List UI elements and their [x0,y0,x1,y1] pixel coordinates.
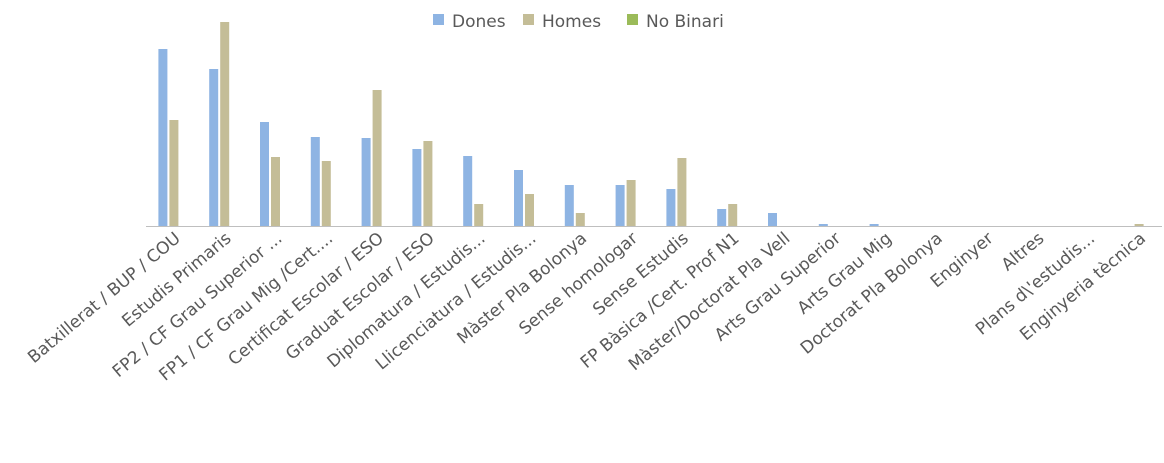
bar [372,90,382,226]
bar [1134,224,1144,226]
bar [677,158,687,226]
legend-label: No Binari [646,12,724,32]
bar [514,170,523,226]
bar [220,22,230,226]
bar [271,157,280,226]
bar [260,122,269,226]
bar [615,185,625,226]
legend-label: Homes [542,12,601,32]
bar [474,204,484,226]
bar [463,156,473,226]
bar [169,120,179,226]
bar [321,161,331,226]
bar [564,185,574,226]
bar [158,49,168,226]
bar [626,180,636,226]
bar [423,141,433,226]
bar [818,224,828,226]
bar [310,137,320,226]
bar [728,204,738,226]
legend-swatch [627,14,638,25]
bar [768,213,777,226]
bar [575,213,585,226]
bar [412,149,422,226]
legend-swatch [433,14,444,25]
legend-label: Dones [452,12,506,32]
bar [869,224,879,226]
bar [666,189,676,226]
bar [525,194,534,226]
bar [361,138,371,226]
bar [717,209,727,226]
bar [209,69,219,226]
legend-swatch [523,14,534,25]
